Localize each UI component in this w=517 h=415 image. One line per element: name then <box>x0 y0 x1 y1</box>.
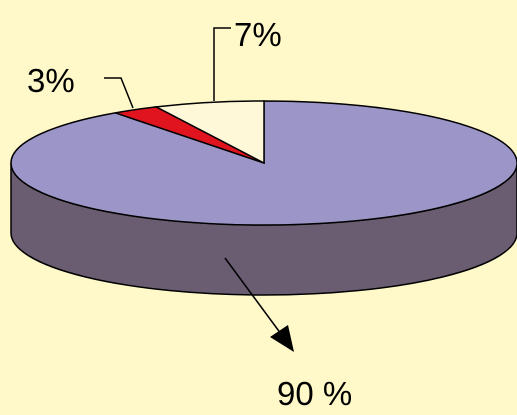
leader-line-1 <box>224 257 285 339</box>
pie-slice-3 <box>153 100 265 165</box>
slice-label-3: 7% <box>234 16 282 53</box>
pie-label-layer: 90 % 3% 7% <box>27 16 352 412</box>
slice-label-1: 90 % <box>277 375 352 412</box>
pie-slice-layer <box>10 100 517 226</box>
leader-arrowhead-1 <box>270 325 294 352</box>
slice-label-2: 3% <box>27 62 75 99</box>
leader-line-3 <box>213 27 231 101</box>
leader-line-2 <box>104 77 134 109</box>
